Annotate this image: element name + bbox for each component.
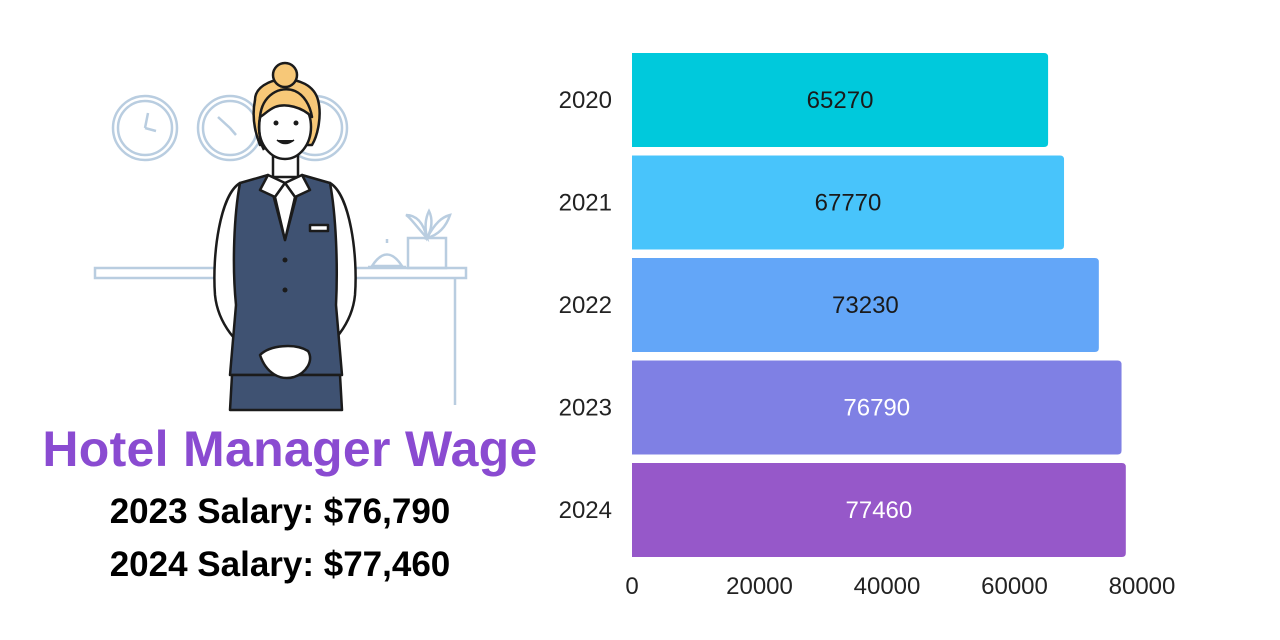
category-label: 2022: [559, 292, 612, 319]
bar-value-label: 77460: [846, 497, 913, 524]
wage-bar-chart: 65270 67770 73230 76790 77460 2020 2021 2022 20…: [559, 53, 1176, 600]
salary-2024-text: 2024 Salary: $77,460: [109, 545, 451, 584]
category-label: 2023: [559, 395, 612, 422]
bar-2024: [632, 463, 1126, 557]
bar-value-label: 65270: [807, 87, 874, 114]
bar-value-label: 67770: [815, 190, 882, 217]
wall-clock-icon: [111, 94, 179, 162]
category-label: 2024: [559, 497, 612, 524]
salary-2023-text: 2023 Salary: $76,790: [109, 492, 451, 531]
category-label: 2020: [559, 87, 612, 114]
bar-2023: [632, 360, 1122, 455]
bar-2020: [632, 53, 1049, 147]
potted-plant-icon: [406, 236, 448, 270]
service-bell-icon: [369, 253, 405, 268]
x-tick-label: 0: [625, 573, 638, 600]
bar-value-label: 73230: [832, 292, 899, 319]
category-label: 2021: [559, 190, 612, 217]
bar-2022: [632, 258, 1099, 352]
bar-2021: [632, 155, 1065, 250]
x-tick-label: 80000: [1109, 573, 1176, 600]
page-title: Hotel Manager Wage: [42, 421, 538, 477]
receptionist-illustration: [93, 61, 468, 412]
x-tick-label: 40000: [854, 573, 921, 600]
x-tick-label: 60000: [981, 573, 1048, 600]
x-tick-label: 20000: [726, 573, 793, 600]
bar-value-label: 76790: [843, 395, 910, 422]
